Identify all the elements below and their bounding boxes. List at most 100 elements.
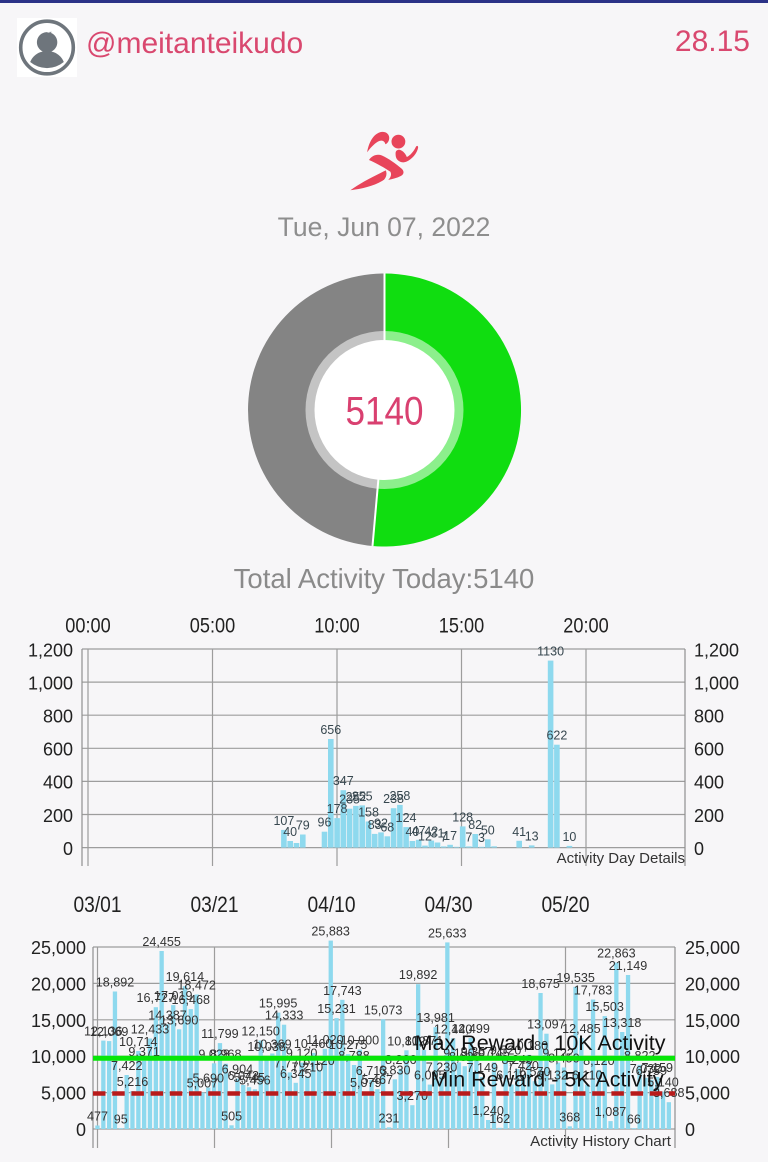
svg-text:505: 505 (221, 1109, 242, 1123)
svg-text:25,000: 25,000 (685, 938, 740, 958)
svg-text:14,387: 14,387 (148, 1008, 187, 1022)
svg-text:10,460: 10,460 (294, 1037, 333, 1051)
svg-text:5,007: 5,007 (187, 1077, 219, 1091)
svg-text:6,095: 6,095 (414, 1069, 446, 1083)
svg-text:14,333: 14,333 (265, 1009, 304, 1023)
svg-text:368: 368 (559, 1110, 580, 1124)
svg-text:15,000: 15,000 (31, 1011, 86, 1031)
svg-text:18,472: 18,472 (177, 979, 216, 993)
svg-text:12,485: 12,485 (562, 1022, 601, 1036)
svg-text:83: 83 (368, 818, 382, 832)
svg-text:15,073: 15,073 (364, 1003, 403, 1017)
svg-text:15,995: 15,995 (259, 997, 298, 1011)
svg-text:7: 7 (465, 830, 472, 844)
svg-text:10,038: 10,038 (247, 1040, 286, 1054)
svg-text:800: 800 (43, 707, 73, 727)
svg-text:17,019: 17,019 (154, 989, 193, 1003)
svg-text:1,000: 1,000 (694, 673, 739, 693)
svg-text:13,690: 13,690 (160, 1013, 199, 1027)
svg-text:9,520: 9,520 (490, 1044, 522, 1058)
svg-text:17: 17 (443, 829, 457, 843)
svg-text:128: 128 (452, 810, 473, 824)
svg-text:41: 41 (512, 825, 526, 839)
svg-text:7,210: 7,210 (292, 1061, 324, 1075)
svg-text:5,467: 5,467 (362, 1073, 394, 1087)
svg-text:6,110: 6,110 (496, 1069, 527, 1083)
svg-text:1,200: 1,200 (28, 640, 73, 660)
svg-text:13: 13 (525, 829, 539, 843)
svg-text:7,422: 7,422 (111, 1059, 143, 1073)
svg-text:6,759: 6,759 (636, 1064, 668, 1078)
svg-text:15,503: 15,503 (585, 1000, 624, 1014)
svg-text:7: 7 (440, 830, 447, 844)
svg-text:7,230: 7,230 (426, 1060, 458, 1074)
svg-text:231: 231 (378, 1111, 399, 1125)
svg-text:82: 82 (468, 818, 482, 832)
svg-text:6,043: 6,043 (227, 1069, 259, 1083)
svg-text:04/10: 04/10 (308, 892, 356, 917)
svg-text:00:00: 00:00 (65, 615, 110, 638)
svg-text:40: 40 (283, 825, 297, 839)
svg-text:5140: 5140 (346, 390, 424, 434)
svg-text:178: 178 (327, 802, 348, 816)
svg-text:6,570: 6,570 (519, 1065, 551, 1079)
svg-text:10:00: 10:00 (314, 615, 359, 638)
svg-text:5,456: 5,456 (239, 1073, 271, 1087)
svg-text:10,871: 10,871 (405, 1034, 444, 1048)
svg-text:21,149: 21,149 (609, 959, 648, 973)
svg-text:124: 124 (396, 811, 417, 825)
svg-text:5,079: 5,079 (350, 1076, 382, 1090)
svg-text:1,000: 1,000 (28, 673, 73, 693)
svg-text:Activity History Chart: Activity History Chart (530, 1133, 672, 1150)
svg-text:7,149: 7,149 (467, 1061, 499, 1075)
svg-text:238: 238 (383, 792, 404, 806)
svg-text:162: 162 (489, 1112, 510, 1126)
svg-text:5,216: 5,216 (117, 1075, 149, 1089)
svg-text:0: 0 (685, 1120, 695, 1140)
svg-text:95: 95 (114, 1112, 128, 1126)
svg-text:12,069: 12,069 (90, 1025, 129, 1039)
svg-text:10: 10 (562, 830, 576, 844)
svg-text:20,000: 20,000 (685, 974, 740, 994)
svg-text:1130: 1130 (537, 645, 564, 659)
svg-text:19,614: 19,614 (166, 970, 205, 984)
svg-text:15,000: 15,000 (685, 1011, 740, 1031)
svg-text:1,087: 1,087 (595, 1105, 627, 1119)
svg-text:6,713: 6,713 (356, 1064, 388, 1078)
svg-text:10,180: 10,180 (510, 1039, 549, 1053)
svg-text:5,745: 5,745 (233, 1071, 265, 1085)
svg-text:19,892: 19,892 (399, 968, 438, 982)
svg-text:03/21: 03/21 (191, 892, 239, 917)
svg-text:347: 347 (333, 774, 354, 788)
svg-text:600: 600 (694, 740, 724, 760)
svg-text:13,097: 13,097 (527, 1018, 566, 1032)
svg-text:17,743: 17,743 (323, 984, 362, 998)
svg-text:6,110: 6,110 (572, 1069, 603, 1083)
svg-text:6,830: 6,830 (379, 1063, 411, 1077)
svg-text:19,535: 19,535 (556, 971, 595, 985)
svg-text:13,318: 13,318 (603, 1016, 642, 1030)
svg-text:15:00: 15:00 (439, 615, 484, 638)
svg-text:400: 400 (694, 773, 724, 793)
svg-text:12,433: 12,433 (131, 1023, 170, 1037)
svg-text:11,799: 11,799 (201, 1027, 239, 1041)
svg-text:0: 0 (63, 839, 73, 859)
svg-text:10,900: 10,900 (341, 1034, 380, 1048)
svg-text:400: 400 (43, 773, 73, 793)
svg-text:1,200: 1,200 (694, 640, 739, 660)
svg-text:800: 800 (694, 707, 724, 727)
svg-text:3,688: 3,688 (653, 1086, 685, 1100)
svg-text:6,345: 6,345 (280, 1067, 312, 1081)
svg-text:25,000: 25,000 (31, 938, 86, 958)
svg-text:18,892: 18,892 (96, 976, 135, 990)
svg-text:04/30: 04/30 (425, 892, 473, 917)
svg-text:477: 477 (87, 1110, 108, 1124)
svg-text:600: 600 (43, 740, 73, 760)
svg-text:05:00: 05:00 (190, 615, 235, 638)
svg-text:Min Reward - 5K Activity: Min Reward - 5K Activity (431, 1068, 664, 1092)
svg-text:Max Reward - 10K Activity: Max Reward - 10K Activity (415, 1031, 666, 1055)
svg-text:03/01: 03/01 (74, 892, 122, 917)
svg-text:252: 252 (345, 790, 366, 804)
svg-text:622: 622 (546, 729, 567, 743)
svg-text:31: 31 (431, 827, 445, 841)
